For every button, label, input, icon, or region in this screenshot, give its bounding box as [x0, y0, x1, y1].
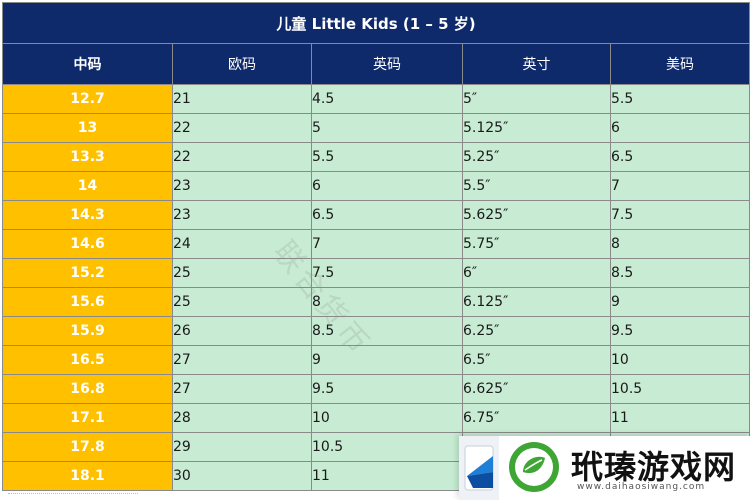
app-card-icon	[464, 445, 494, 491]
cell-inch: 5.5″	[462, 171, 611, 201]
cell-inch: 6.625″	[462, 374, 611, 404]
cell-cn-size: 16.5	[2, 345, 173, 375]
cell-cn-size: 15.9	[2, 316, 173, 346]
cell-inch: 6.5″	[462, 345, 611, 375]
cell-inch: 5.125″	[462, 113, 611, 143]
site-logo-badge[interactable]: 玳瑧游戏网 www.daihaosiwang.com	[459, 436, 751, 500]
table-row: 12.7 21 4.5 5″ 5.5	[2, 84, 751, 114]
cell-inch: 6″	[462, 258, 611, 288]
site-name: 玳瑧游戏网	[571, 448, 737, 486]
cell-uk-size: 6	[311, 171, 463, 201]
header-eu-size: 欧码	[172, 43, 312, 85]
header-uk-size: 英码	[311, 43, 463, 85]
size-chart-table: 儿童 Little Kids (1 – 5 岁) 中码 欧码 英码 英寸 美码 …	[1, 2, 751, 491]
cell-uk-size: 8.5	[311, 316, 463, 346]
cell-us-size: 8	[609, 229, 751, 259]
cell-eu-size: 28	[172, 403, 312, 433]
cell-uk-size: 7.5	[311, 258, 463, 288]
cell-cn-size: 12.7	[2, 84, 173, 114]
cell-uk-size: 11	[311, 461, 463, 491]
cell-uk-size: 4.5	[311, 84, 463, 114]
cell-eu-size: 22	[172, 142, 312, 172]
cell-eu-size: 27	[172, 345, 312, 375]
header-cn-size: 中码	[2, 43, 173, 85]
cell-inch: 6.75″	[462, 403, 611, 433]
header-us-size: 美码	[609, 43, 751, 85]
cell-us-size: 10	[609, 345, 751, 375]
cell-uk-size: 10	[311, 403, 463, 433]
cell-cn-size: 16.8	[2, 374, 173, 404]
cell-inch: 5.75″	[462, 229, 611, 259]
cell-eu-size: 25	[172, 287, 312, 317]
table-row: 16.8 27 9.5 6.625″ 10.5	[2, 374, 751, 404]
cell-eu-size: 23	[172, 171, 312, 201]
cell-us-size: 8.5	[609, 258, 751, 288]
cell-inch: 5.25″	[462, 142, 611, 172]
cell-us-size: 6	[609, 113, 751, 143]
cell-uk-size: 7	[311, 229, 463, 259]
cell-cn-size: 17.8	[2, 432, 173, 462]
cell-us-size: 9.5	[609, 316, 751, 346]
leaf-logo-icon	[509, 442, 559, 492]
cell-inch: 6.125″	[462, 287, 611, 317]
cell-uk-size: 5	[311, 113, 463, 143]
cell-eu-size: 30	[172, 461, 312, 491]
table-row: 16.5 27 9 6.5″ 10	[2, 345, 751, 375]
cell-cn-size: 13	[2, 113, 173, 143]
cell-us-size: 7.5	[609, 200, 751, 230]
cell-eu-size: 24	[172, 229, 312, 259]
cell-eu-size: 29	[172, 432, 312, 462]
cell-inch: 5″	[462, 84, 611, 114]
cell-us-size: 9	[609, 287, 751, 317]
cell-eu-size: 26	[172, 316, 312, 346]
cell-eu-size: 23	[172, 200, 312, 230]
cell-inch: 6.25″	[462, 316, 611, 346]
table-row: 13.3 22 5.5 5.25″ 6.5	[2, 142, 751, 172]
cell-cn-size: 15.6	[2, 287, 173, 317]
cell-eu-size: 27	[172, 374, 312, 404]
table-body: 12.7 21 4.5 5″ 5.5 13 22 5 5.125″ 6 13.3 22 5.5 5.25″…	[2, 84, 751, 491]
table-row: 15.6 25 8 6.125″ 9	[2, 287, 751, 317]
table-row: 14 23 6 5.5″ 7	[2, 171, 751, 201]
header-inch: 英寸	[462, 43, 611, 85]
table-row: 13 22 5 5.125″ 6	[2, 113, 751, 143]
cell-us-size: 11	[609, 403, 751, 433]
cell-cn-size: 18.1	[2, 461, 173, 491]
cell-cn-size: 15.2	[2, 258, 173, 288]
cell-us-size: 10.5	[609, 374, 751, 404]
cell-cn-size: 13.3	[2, 142, 173, 172]
cell-uk-size: 9.5	[311, 374, 463, 404]
cell-uk-size: 8	[311, 287, 463, 317]
cell-eu-size: 25	[172, 258, 312, 288]
cell-cn-size: 14.6	[2, 229, 173, 259]
cell-us-size: 6.5	[609, 142, 751, 172]
cell-inch: 5.625″	[462, 200, 611, 230]
card-graphic	[459, 436, 499, 500]
cell-uk-size: 6.5	[311, 200, 463, 230]
cell-eu-size: 22	[172, 113, 312, 143]
cell-us-size: 7	[609, 171, 751, 201]
bottom-divider	[8, 493, 138, 495]
table-row: 17.1 28 10 6.75″ 11	[2, 403, 751, 433]
cell-cn-size: 14.3	[2, 200, 173, 230]
site-url: www.daihaosiwang.com	[577, 482, 706, 492]
table-row: 15.2 25 7.5 6″ 8.5	[2, 258, 751, 288]
table-title: 儿童 Little Kids (1 – 5 岁)	[1, 2, 751, 44]
table-row: 15.9 26 8.5 6.25″ 9.5	[2, 316, 751, 346]
cell-uk-size: 10.5	[311, 432, 463, 462]
cell-cn-size: 14	[2, 171, 173, 201]
cell-eu-size: 21	[172, 84, 312, 114]
cell-us-size: 5.5	[609, 84, 751, 114]
table-row: 14.6 24 7 5.75″ 8	[2, 229, 751, 259]
cell-cn-size: 17.1	[2, 403, 173, 433]
cell-uk-size: 9	[311, 345, 463, 375]
table-row: 14.3 23 6.5 5.625″ 7.5	[2, 200, 751, 230]
header-row: 中码 欧码 英码 英寸 美码	[2, 43, 751, 85]
cell-uk-size: 5.5	[311, 142, 463, 172]
